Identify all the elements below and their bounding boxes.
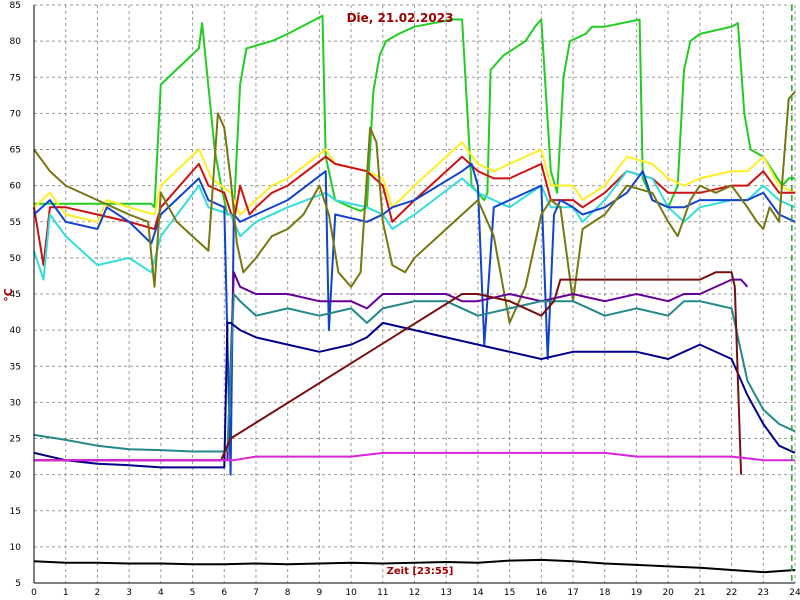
- x-tick-label: 13: [440, 588, 451, 598]
- x-tick-label: 0: [31, 588, 37, 598]
- series-line-9: [33, 321, 796, 469]
- x-axis-label: Zeit [23:55]: [387, 566, 454, 577]
- x-tick-label: 18: [599, 588, 611, 598]
- series-layer: [33, 14, 796, 574]
- series-line-6: [33, 91, 796, 324]
- x-tick-label: 19: [631, 588, 643, 598]
- y-tick-label: 20: [10, 471, 22, 481]
- y-tick-labels: 5 10 15 20 25 30 35 40 45 50 55 60 65 70 75 80 85: [10, 1, 22, 589]
- series-line-8: [33, 293, 796, 453]
- chart-title: Die, 21.02.2023: [347, 11, 454, 25]
- y-tick-label: 15: [10, 507, 21, 517]
- y-tick-label: 65: [10, 146, 21, 156]
- x-tick-label: 15: [504, 588, 515, 598]
- x-tick-label: 2: [95, 588, 101, 598]
- y-axis-label: °C: [2, 288, 15, 302]
- x-tick-label: 9: [317, 588, 323, 598]
- x-tick-label: 5: [190, 588, 196, 598]
- series-line-12: [33, 558, 796, 574]
- y-tick-label: 5: [15, 579, 21, 589]
- series-line-2: [33, 141, 796, 223]
- x-tick-labels: 0 1 2 3 4 5 6 7 8 9 10 11 12 13 14 15 16 17 18 19 20 21 22 23 24: [31, 588, 800, 598]
- x-tick-label: 23: [758, 588, 769, 598]
- x-tick-label: 21: [694, 588, 705, 598]
- y-tick-label: 60: [10, 182, 22, 192]
- y-tick-label: 85: [10, 1, 21, 11]
- y-tick-label: 80: [10, 37, 22, 47]
- x-tick-label: 4: [158, 588, 164, 598]
- y-tick-label: 40: [10, 326, 22, 336]
- y-tick-label: 70: [10, 109, 22, 119]
- series-line-7: [34, 271, 749, 462]
- y-tick-label: 10: [10, 543, 22, 553]
- x-tick-label: 22: [726, 588, 737, 598]
- x-tick-label: 16: [536, 588, 548, 598]
- x-tick-label: 17: [567, 588, 578, 598]
- y-tick-label: 25: [10, 435, 21, 445]
- x-tick-label: 24: [789, 588, 800, 598]
- x-tick-label: 20: [662, 588, 674, 598]
- y-tick-label: 30: [10, 398, 22, 408]
- x-tick-label: 8: [285, 588, 291, 598]
- y-tick-label: 75: [10, 73, 21, 83]
- x-tick-label: 6: [221, 588, 227, 598]
- x-tick-label: 11: [377, 588, 388, 598]
- x-tick-label: 1: [63, 588, 69, 598]
- x-tick-label: 14: [472, 588, 484, 598]
- y-tick-label: 45: [10, 290, 21, 300]
- x-tick-label: 10: [345, 588, 357, 598]
- y-tick-label: 35: [10, 362, 21, 372]
- axis-frame: [33, 5, 795, 584]
- y-tick-label: 50: [10, 254, 22, 264]
- y-tick-label: 55: [10, 218, 21, 228]
- series-line-4: [33, 170, 796, 281]
- series-line-11: [34, 451, 795, 462]
- series-line-10: [34, 271, 743, 475]
- x-tick-label: 12: [409, 588, 420, 598]
- x-tick-label: 3: [126, 588, 132, 598]
- x-tick-label: 7: [253, 588, 259, 598]
